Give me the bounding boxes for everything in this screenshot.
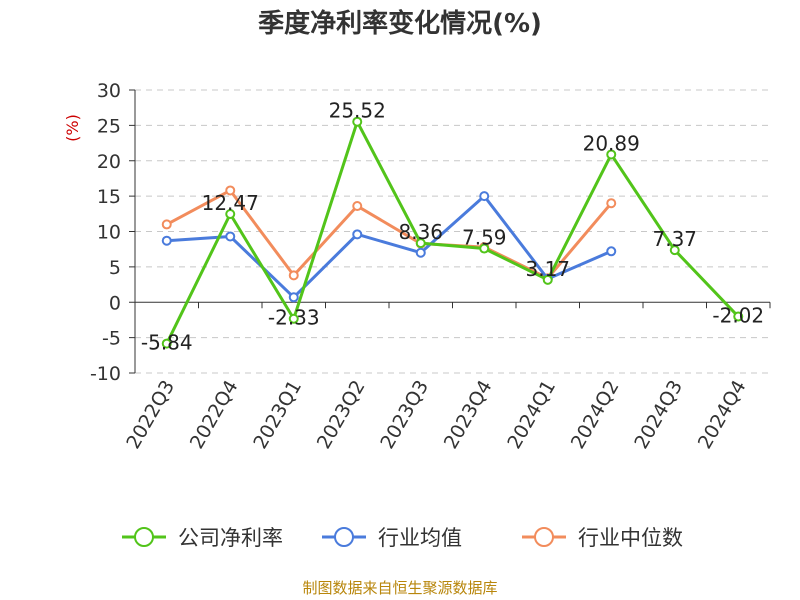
- x-tick-label: 2022Q4: [186, 377, 243, 453]
- data-label: 20.89: [583, 131, 640, 155]
- chart-title: 季度净利率变化情况(%): [258, 8, 542, 39]
- series: [161, 116, 744, 349]
- data-point: [288, 270, 299, 281]
- data-label: -2.33: [268, 306, 320, 330]
- y-tick-label: -10: [90, 363, 121, 385]
- data-point: [415, 238, 426, 249]
- x-tick-label: 2023Q4: [440, 377, 497, 453]
- data-point: [225, 231, 236, 242]
- data-point: [606, 246, 617, 257]
- legend-marker: [134, 527, 154, 547]
- data-label: -2.02: [712, 304, 764, 328]
- data-point: [288, 313, 299, 324]
- data-point: [288, 292, 299, 303]
- y-tick-label: 20: [97, 151, 121, 173]
- y-axis-label: (%): [63, 114, 82, 142]
- x-tick-label: 2023Q2: [313, 377, 370, 453]
- data-point: [352, 116, 363, 127]
- data-labels: -5.84 12.47 -2.33 25.52 8.36 7.59 3.17 20.89 7.3…: [141, 99, 764, 355]
- data-point: [161, 219, 172, 230]
- data-label: 3.17: [525, 257, 570, 281]
- y-tick-label: 10: [97, 222, 121, 244]
- data-point: [669, 245, 680, 256]
- legend-marker: [534, 527, 554, 547]
- x-tick-label: 2024Q2: [567, 377, 624, 453]
- legend-item: 公司净利率: [122, 526, 283, 550]
- y-tick-label: 5: [109, 257, 121, 279]
- legend-item: 行业均值: [322, 526, 462, 550]
- data-label: 8.36: [398, 220, 443, 244]
- y-tick-label: 30: [97, 80, 121, 102]
- data-point: [606, 198, 617, 209]
- data-label: 12.47: [202, 191, 259, 215]
- data-point: [352, 229, 363, 240]
- data-label: 7.37: [652, 227, 697, 251]
- legend-marker: [334, 527, 354, 547]
- data-point: [161, 235, 172, 246]
- y-tick-label: 25: [97, 115, 121, 137]
- y-tick-label: 0: [109, 292, 121, 314]
- data-point: [415, 247, 426, 258]
- x-tick-label: 2024Q3: [630, 377, 687, 453]
- data-point: [161, 338, 172, 349]
- x-tick-label: 2024Q1: [503, 377, 560, 453]
- legend: 公司净利率 行业均值 行业中位数: [122, 526, 683, 550]
- x-tick-label: 2022Q3: [122, 377, 179, 453]
- data-point: [733, 311, 744, 322]
- data-point: [479, 191, 490, 202]
- x-tick-label: 2023Q1: [249, 377, 306, 453]
- legend-label: 行业均值: [378, 526, 462, 550]
- data-point: [225, 209, 236, 220]
- data-point: [352, 201, 363, 212]
- series-1: [161, 191, 617, 303]
- source-note: 制图数据来自恒生聚源数据库: [302, 579, 497, 597]
- data-label: -5.84: [141, 331, 193, 355]
- series-line: [166, 194, 612, 299]
- data-label: 7.59: [462, 226, 507, 250]
- series-line: [165, 120, 740, 345]
- data-point: [225, 185, 236, 196]
- data-point: [479, 243, 490, 254]
- x-tick-label: 2024Q4: [694, 377, 751, 453]
- data-label: 25.52: [329, 99, 386, 123]
- y-tick-label: 15: [97, 186, 121, 208]
- legend-item: 行业中位数: [522, 526, 683, 550]
- data-point: [542, 274, 553, 285]
- series-0: [161, 116, 744, 349]
- legend-label: 行业中位数: [578, 526, 683, 550]
- data-point: [606, 149, 617, 160]
- legend-label: 公司净利率: [178, 526, 283, 550]
- x-tick-label: 2023Q3: [376, 377, 433, 453]
- y-tick-label: -5: [102, 328, 121, 350]
